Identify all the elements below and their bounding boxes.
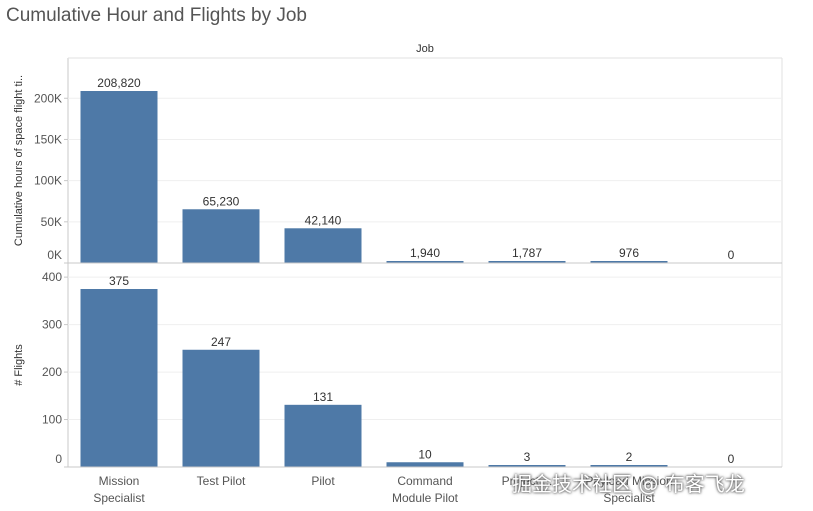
x-category-label: Payload Mission [585, 474, 672, 488]
x-category-label: Test Pilot [197, 474, 246, 488]
bar [590, 261, 668, 263]
y-tick-label: 200K [34, 91, 62, 105]
bar [182, 349, 260, 467]
x-category-label: Pilot [311, 474, 335, 488]
x-category-label: Project ... [502, 474, 553, 488]
bar [284, 404, 362, 467]
bar [80, 91, 158, 263]
data-label: 247 [211, 335, 231, 349]
y-tick-label: 100K [34, 174, 62, 188]
y-tick-label: 300 [42, 318, 62, 332]
x-category-label: Command [397, 474, 452, 488]
y-tick-label: 400 [42, 270, 62, 284]
y-axis-title: # Flights [13, 344, 25, 386]
x-category-label: Specialist [603, 491, 655, 505]
y-tick-label: 0K [47, 248, 62, 262]
y-axis-title: Cumulative hours of space flight ti.. [13, 75, 25, 246]
y-tick-label: 150K [34, 132, 62, 146]
data-label: 10 [418, 447, 432, 461]
data-label: 208,820 [97, 76, 141, 90]
x-category-label: Mission [99, 474, 140, 488]
data-label: 0 [728, 452, 735, 466]
bar [590, 465, 668, 467]
y-tick-label: 50K [41, 215, 62, 229]
bar [386, 261, 464, 263]
x-category-label: Specialist [93, 491, 145, 505]
data-label: 42,140 [305, 213, 342, 227]
y-tick-label: 100 [42, 413, 62, 427]
watermark: 掘金技术社区 @ 布客飞龙 [512, 472, 745, 496]
bar [488, 465, 566, 467]
bar [182, 209, 260, 263]
bar [386, 462, 464, 467]
bar [80, 289, 158, 467]
column-header: Job [416, 43, 434, 55]
data-label: 3 [524, 450, 531, 464]
data-label: 131 [313, 390, 333, 404]
x-category-label: Module Pilot [392, 491, 459, 505]
data-label: 0 [728, 248, 735, 262]
data-label: 375 [109, 274, 129, 288]
chart-title: Cumulative Hour and Flights by Job [6, 5, 307, 26]
bar [488, 261, 566, 263]
y-tick-label: 0 [55, 452, 62, 466]
data-label: 2 [626, 450, 633, 464]
bar [284, 228, 362, 263]
data-label: 65,230 [203, 194, 240, 208]
data-label: 1,787 [512, 246, 542, 260]
y-tick-label: 200 [42, 365, 62, 379]
data-label: 1,940 [410, 246, 440, 260]
data-label: 976 [619, 246, 639, 260]
